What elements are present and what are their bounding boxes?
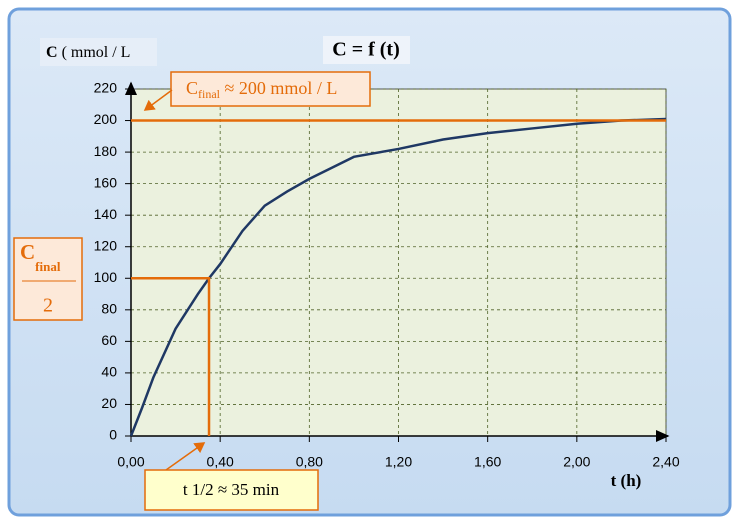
annotation-text: ≈ 200 mmol / L [225,78,338,98]
x-tick-label: 2,40 [652,454,679,470]
annotation-box [170,71,371,107]
ylabel-symbol: C [46,44,58,61]
y-tick-label: 160 [94,174,118,190]
annotation-arrow [165,442,206,471]
annotation-arrow [143,89,173,111]
annotation-half-time: t 1/2 ≈ 35 min [183,480,280,499]
y-tick-label: 80 [101,301,117,317]
title-box [323,36,410,64]
y-tick-label: 60 [101,332,117,348]
annotation-subscript: final [198,87,221,101]
annotation-final: Cfinal ≈ 200 mmol / L [186,78,337,103]
x-axis-label: t (h) [611,471,642,490]
annotation-half: Cfinal [20,240,61,274]
annotation-box [13,237,83,321]
y-tick-label: 20 [101,395,117,411]
plot-area: 0 20 40 60 80 100 120 140 160 180 200 220 0,00 0,40 0,… [94,80,680,470]
y-tick-label: 120 [94,237,118,253]
annotation-symbol: C [20,240,35,264]
series-line [129,117,667,437]
chart-title: C = f (t) [332,39,399,61]
annotation-denominator: 2 [43,295,53,317]
ylabel-box [40,38,157,66]
y-tick-label: 100 [94,269,118,285]
annotation-box [144,469,319,511]
series-line [131,277,211,436]
x-tick-label: 0,80 [296,454,323,470]
x-tick-label: 1,60 [474,454,501,470]
annotation-symbol: C [186,78,198,98]
x-tick-label: 1,20 [385,454,412,470]
ylabel-unit: ( mmol / L [62,44,131,61]
y-tick-label: 200 [94,111,118,127]
y-tick-label: 0 [109,427,117,443]
y-axis-label: C ( mmol / L [46,44,130,61]
x-tick-label: 2,00 [563,454,590,470]
y-tick-label: 40 [101,364,117,380]
x-tick-label: 0,00 [117,454,144,470]
annotation-subscript: final [35,259,61,274]
y-tick-label: 220 [94,80,118,96]
x-tick-label: 0,40 [207,454,234,470]
y-tick-label: 180 [94,143,118,159]
y-tick-label: 140 [94,206,118,222]
